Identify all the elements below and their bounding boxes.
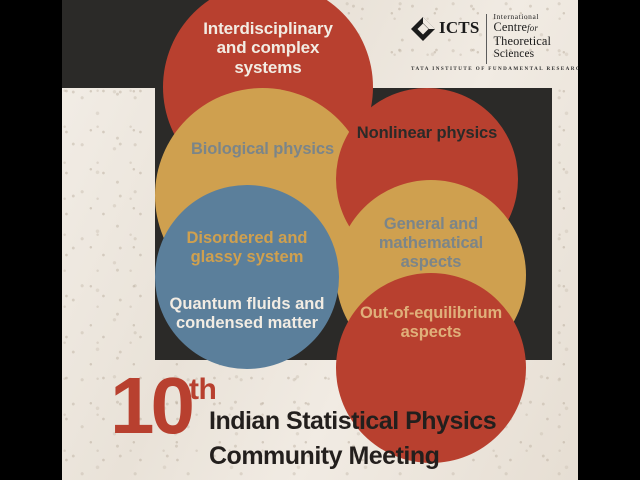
event-title-line-2: Community Meeting [209, 442, 440, 470]
logo-divider-rule [485, 14, 487, 64]
topic-label-interdisciplinary: Interdisciplinary and complex systems [203, 19, 333, 77]
event-ordinal-number: 10 [110, 361, 195, 450]
event-ordinal-suffix: th [188, 373, 217, 406]
icts-logo[interactable]: ICTS International Centrefor Theoretical… [410, 12, 551, 64]
topic-label-disordered-glassy: Disordered and glassy system [186, 229, 308, 266]
icts-diamond-logo-icon [410, 16, 436, 42]
event-title-line-1: Indian Statistical Physics [209, 407, 497, 435]
topic-label-quantum-fluids: Quantum fluids and condensed matter [169, 295, 325, 332]
topic-label-out-of-equilibrium: Out-of-equilibrium aspects [359, 304, 503, 341]
letterbox-bar-right [578, 0, 640, 480]
topic-circle-quantum-disordered[interactable] [155, 185, 339, 369]
topic-label-biological-physics: Biological physics [190, 140, 335, 158]
letterbox-bar-left [0, 0, 62, 480]
icts-acronym: ICTS [439, 18, 480, 37]
topic-circle-out-of-equilibrium[interactable]: Out-of-equilibrium aspects [336, 273, 526, 463]
topic-label-general-mathematical: General and mathematical aspects [378, 215, 484, 271]
event-ordinal: 10 th [110, 361, 217, 450]
topic-label-nonlinear-physics: Nonlinear physics [356, 124, 498, 142]
icts-full-name: International Centrefor Theoretical Scie… [494, 12, 552, 61]
icts-name-centre: Centre [493, 20, 528, 35]
event-title-block: 10 th Indian Statistical Physics Communi… [62, 0, 578, 480]
poster-canvas: Interdisciplinary and complex systems Bi… [62, 0, 578, 480]
icts-tagline: TATA INSTITUTE OF FUNDAMENTAL RESEARCH [411, 66, 578, 72]
icts-name-line-2: Centrefor [494, 21, 552, 34]
icts-name-line-4: Sciences [493, 48, 535, 61]
icts-name-line-3: Theoretical [493, 33, 552, 48]
icts-name-line-1: International [493, 12, 539, 21]
icts-name-for: for [527, 23, 538, 34]
